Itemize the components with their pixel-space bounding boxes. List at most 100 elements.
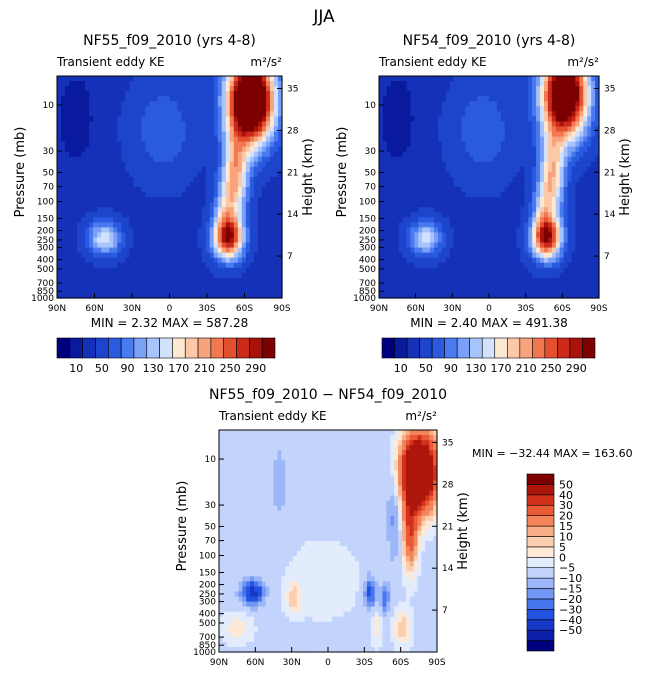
heatmap-cell <box>73 106 78 112</box>
heatmap-cell <box>129 192 134 198</box>
heatmap-cell <box>536 222 541 228</box>
heatmap-cell <box>445 242 451 249</box>
heatmap-cell <box>536 101 541 107</box>
heatmap-cell <box>157 277 163 284</box>
heatmap-cell <box>422 277 427 284</box>
heatmap-cell <box>61 161 66 168</box>
heatmap-cell <box>500 187 506 193</box>
y2-axis-label: Height (km) <box>301 138 316 215</box>
heatmap-cell <box>516 237 522 244</box>
heatmap-cell <box>117 101 122 107</box>
heatmap-cell <box>441 282 447 289</box>
heatmap-cell <box>117 111 122 117</box>
heatmap-cell <box>540 252 545 259</box>
heatmap-cell <box>153 81 159 87</box>
heatmap-cell <box>201 272 207 279</box>
heatmap-cell <box>181 96 187 102</box>
heatmap-cell <box>117 237 122 244</box>
heatmap-cell <box>547 131 553 138</box>
colorbar: 10 50 90 130 170 210 250 290 <box>56 337 276 375</box>
heatmap-cell <box>149 197 155 203</box>
heatmap-cell <box>524 121 529 128</box>
heatmap-cell <box>426 141 431 148</box>
heatmap-cell <box>477 262 482 269</box>
heatmap-cell <box>237 257 243 264</box>
heatmap-cell <box>269 121 275 128</box>
heatmap-cell <box>73 222 78 228</box>
heatmap-cell <box>398 161 404 168</box>
heatmap-cell <box>504 111 510 117</box>
heatmap-cell <box>445 277 451 284</box>
heatmap-cell <box>165 252 171 259</box>
heatmap-cell <box>213 242 219 249</box>
heatmap-cell <box>109 156 114 163</box>
heatmap-cell <box>520 86 525 92</box>
heatmap-cell <box>121 121 126 128</box>
heatmap-cell <box>97 146 102 153</box>
heatmap-cell <box>587 131 592 138</box>
heatmap-cell <box>465 292 470 299</box>
heatmap-cell <box>185 212 191 218</box>
heatmap-cell <box>157 176 163 183</box>
heatmap-cell <box>540 161 545 168</box>
heatmap-cell <box>65 192 70 198</box>
heatmap-cell <box>73 202 78 208</box>
heatmap-cell <box>229 171 235 178</box>
heatmap-cell <box>153 197 159 203</box>
heatmap-cell <box>153 126 159 133</box>
heatmap-cell <box>249 232 255 239</box>
heatmap-cell <box>81 247 86 254</box>
heatmap-cell <box>457 187 463 193</box>
heatmap-cell <box>547 262 553 269</box>
heatmap-cell <box>269 151 275 158</box>
heatmap-cell <box>563 252 569 259</box>
heatmap-cell <box>504 202 510 208</box>
heatmap-cell <box>225 247 231 254</box>
heatmap-cell <box>504 262 510 269</box>
heatmap-cell <box>418 171 423 178</box>
heatmap-cell <box>547 222 553 228</box>
heatmap-cell <box>225 151 231 158</box>
heatmap-cell <box>193 217 199 223</box>
heatmap-cell <box>133 232 138 239</box>
heatmap-cell <box>386 136 392 143</box>
heatmap-cell <box>540 86 545 92</box>
heatmap-cell <box>193 247 199 254</box>
heatmap-cell <box>205 121 211 128</box>
heatmap-cell <box>81 222 86 228</box>
heatmap-cell <box>583 136 588 143</box>
heatmap-cell <box>386 207 392 213</box>
heatmap-cell <box>101 171 106 178</box>
heatmap-cell <box>105 121 110 128</box>
heatmap-cell <box>213 91 219 97</box>
heatmap-cell <box>69 207 74 213</box>
heatmap-cell <box>109 141 114 148</box>
heatmap-cell <box>512 151 518 158</box>
heatmap-cell <box>161 242 167 249</box>
heatmap-cell <box>209 91 215 97</box>
heatmap-cell <box>77 166 82 173</box>
heatmap-cell <box>390 116 396 123</box>
heatmap-cell <box>73 227 78 234</box>
heatmap-cell <box>540 257 545 264</box>
heatmap-cell <box>382 96 388 102</box>
heatmap-cell <box>145 141 151 148</box>
heatmap-cell <box>137 287 142 294</box>
heatmap-cell <box>406 267 412 274</box>
heatmap-cell <box>253 151 259 158</box>
heatmap-cell <box>406 171 412 178</box>
heatmap-cell <box>469 136 474 143</box>
heatmap-cell <box>402 272 408 279</box>
heatmap-cell <box>504 192 510 198</box>
heatmap-cell <box>453 86 459 92</box>
heatmap-cell <box>461 207 467 213</box>
heatmap-cell <box>153 262 159 269</box>
heatmap-cell <box>149 212 155 218</box>
heatmap-cell <box>201 277 207 284</box>
heatmap-cell <box>532 272 537 279</box>
heatmap-cell <box>245 282 251 289</box>
heatmap-cell <box>205 252 211 259</box>
heatmap-cell <box>173 267 179 274</box>
heatmap-cell <box>137 237 142 244</box>
heatmap-cell <box>153 86 159 92</box>
